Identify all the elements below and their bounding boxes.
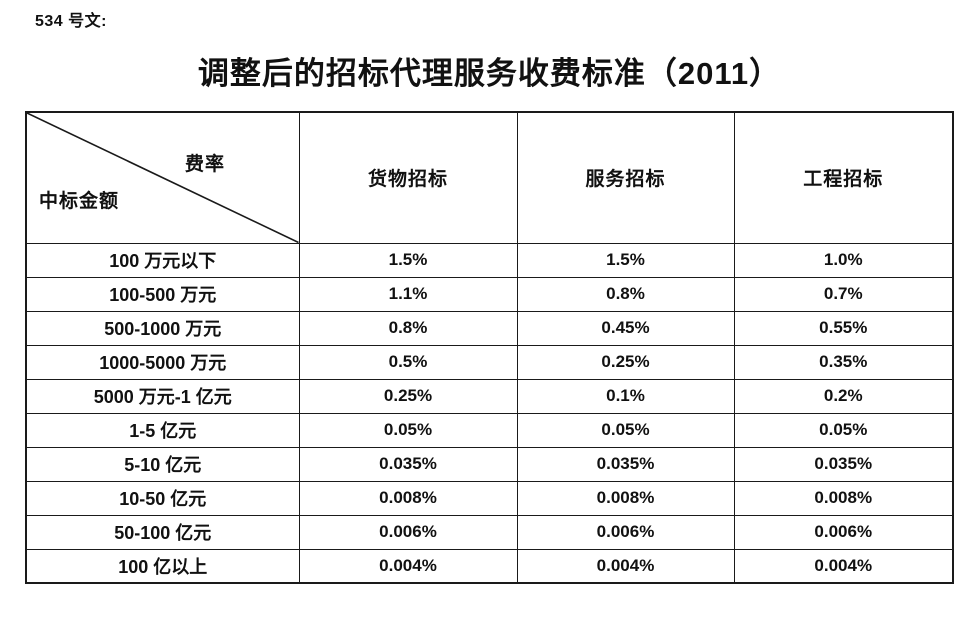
- rate-cell: 0.5%: [298, 344, 518, 380]
- fee-rate-table: 费率 中标金额 货物招标 服务招标 工程招标 100 万元以下 1.5% 1.5…: [25, 111, 954, 584]
- column-header-goods-bidding: 货物招标: [298, 111, 518, 244]
- rate-cell: 0.035%: [733, 446, 954, 482]
- rate-cell: 1.0%: [733, 242, 954, 278]
- rate-cell: 0.004%: [516, 548, 735, 584]
- amount-cell: 1000-5000 万元: [25, 344, 300, 380]
- rate-cell: 0.004%: [298, 548, 518, 584]
- column-header-engineering-bidding: 工程招标: [733, 111, 954, 244]
- table-row: 100 亿以上 0.004% 0.004% 0.004%: [25, 548, 954, 584]
- amount-cell: 100-500 万元: [25, 276, 300, 312]
- amount-cell: 100 万元以下: [25, 242, 300, 278]
- rate-cell: 0.2%: [733, 378, 954, 414]
- rate-cell: 0.004%: [733, 548, 954, 584]
- rate-cell: 0.25%: [516, 344, 735, 380]
- rate-cell: 0.35%: [733, 344, 954, 380]
- rate-cell: 0.25%: [298, 378, 518, 414]
- rate-cell: 0.008%: [516, 480, 735, 516]
- amount-cell: 1-5 亿元: [25, 412, 300, 448]
- amount-cell: 500-1000 万元: [25, 310, 300, 346]
- rate-cell: 0.035%: [516, 446, 735, 482]
- rate-cell: 0.8%: [516, 276, 735, 312]
- rate-cell: 0.008%: [298, 480, 518, 516]
- table-row: 100 万元以下 1.5% 1.5% 1.0%: [25, 242, 954, 278]
- rate-cell: 0.035%: [298, 446, 518, 482]
- rate-cell: 0.006%: [733, 514, 954, 550]
- corner-header-cell: 费率 中标金额: [25, 111, 300, 244]
- table-row: 1-5 亿元 0.05% 0.05% 0.05%: [25, 412, 954, 448]
- doc-number-label: 534 号文:: [35, 13, 107, 30]
- rate-cell: 0.7%: [733, 276, 954, 312]
- table-row: 50-100 亿元 0.006% 0.006% 0.006%: [25, 514, 954, 550]
- amount-cell: 50-100 亿元: [25, 514, 300, 550]
- table-row: 500-1000 万元 0.8% 0.45% 0.55%: [25, 310, 954, 346]
- table-row: 5000 万元-1 亿元 0.25% 0.1% 0.2%: [25, 378, 954, 414]
- table-row: 5-10 亿元 0.035% 0.035% 0.035%: [25, 446, 954, 482]
- corner-label-bid-amount: 中标金额: [39, 190, 120, 212]
- rate-cell: 0.05%: [516, 412, 735, 448]
- table-row: 100-500 万元 1.1% 0.8% 0.7%: [25, 276, 954, 312]
- rate-cell: 0.1%: [516, 378, 735, 414]
- amount-cell: 5-10 亿元: [25, 446, 300, 482]
- corner-label-fee-rate: 费率: [185, 154, 226, 175]
- rate-cell: 0.55%: [733, 310, 954, 346]
- page-title: 调整后的招标代理服务收费标准（2011）: [197, 56, 782, 91]
- table-row: 1000-5000 万元 0.5% 0.25% 0.35%: [25, 344, 954, 380]
- table-row: 10-50 亿元 0.008% 0.008% 0.008%: [25, 480, 954, 516]
- rate-cell: 1.5%: [298, 242, 518, 278]
- rate-cell: 0.8%: [298, 310, 518, 346]
- amount-cell: 100 亿以上: [25, 548, 300, 584]
- rate-cell: 0.05%: [298, 412, 518, 448]
- rate-cell: 0.006%: [516, 514, 735, 550]
- rate-cell: 1.5%: [516, 242, 735, 278]
- header-row: 费率 中标金额 货物招标 服务招标 工程招标: [25, 111, 954, 244]
- rate-cell: 0.45%: [516, 310, 735, 346]
- rate-cell: 0.05%: [733, 412, 954, 448]
- amount-cell: 5000 万元-1 亿元: [25, 378, 300, 414]
- rate-cell: 0.008%: [733, 480, 954, 516]
- amount-cell: 10-50 亿元: [25, 480, 300, 516]
- rate-cell: 0.006%: [298, 514, 518, 550]
- rate-cell: 1.1%: [298, 276, 518, 312]
- column-header-service-bidding: 服务招标: [516, 111, 735, 244]
- diagonal-divider-line: [27, 113, 299, 243]
